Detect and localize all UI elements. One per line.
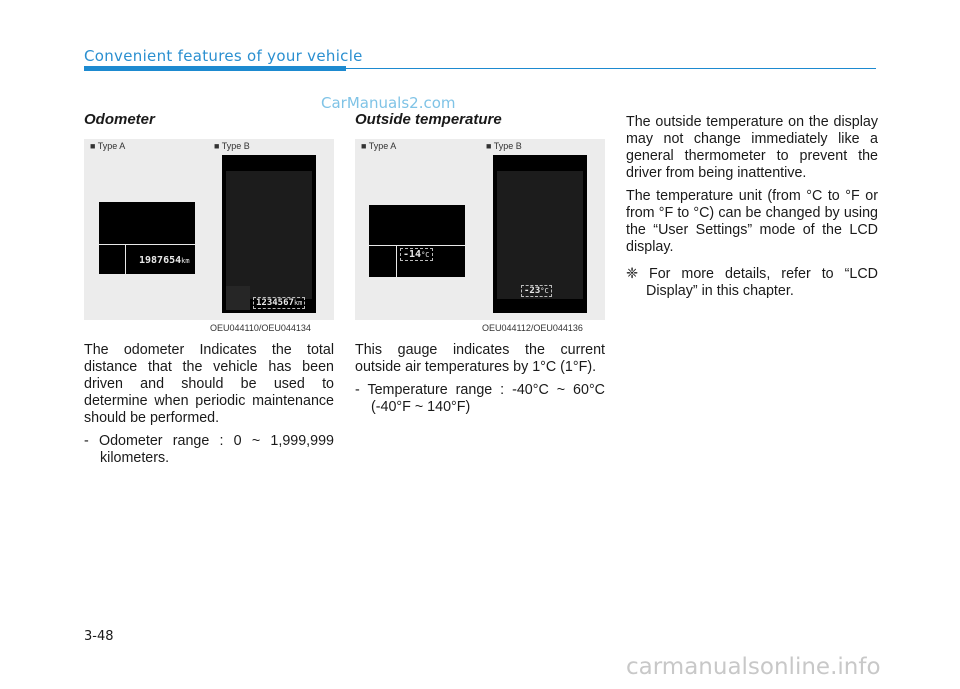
- outside-temperature-type-a-screen: -14°C: [369, 205, 465, 277]
- outside-temperature-title: Outside temperature: [355, 111, 502, 128]
- outside-temperature-type-a-unit: °C: [421, 251, 430, 259]
- odometer-figure-code: OEU044110/OEU044134: [210, 323, 311, 333]
- outside-temperature-type-b-readout: -23°C: [521, 285, 552, 297]
- outside-temperature-type-b-unit: °C: [540, 287, 549, 295]
- outside-temperature-type-b-screen: -23°C: [493, 155, 587, 313]
- section-header-title: Convenient features of your vehicle: [84, 47, 363, 65]
- outside-temperature-type-b-value: -23: [524, 286, 541, 296]
- outside-temperature-type-a-readout: -14°C: [400, 248, 433, 261]
- page-number: 3-48: [84, 629, 114, 644]
- odometer-type-a-screen: 1987654km: [99, 202, 195, 274]
- header-accent-bar: [84, 66, 346, 71]
- outside-temperature-figure: ■ Type A ■ Type B -14°C -23°C: [355, 139, 605, 320]
- outside-temperature-type-a-label: ■ Type A: [361, 141, 397, 151]
- right-column-text: The outside temperature on the display m…: [626, 114, 878, 306]
- odometer-figure: ■ Type A ■ Type B 1987654km 1234567km: [84, 139, 334, 320]
- odometer-type-b-readout: 1234567km: [253, 297, 306, 309]
- watermark-top: CarManuals2.com: [321, 94, 456, 112]
- outside-temperature-description: This gauge indicates the current outside…: [355, 342, 605, 375]
- odometer-type-b-label: ■ Type B: [214, 141, 250, 151]
- lcd-display-reference: ❈ For more details, refer to “LCD Displa…: [626, 266, 878, 299]
- outside-temperature-type-a-value: -14: [403, 249, 422, 260]
- odometer-type-a-label: ■ Type A: [90, 141, 126, 151]
- odometer-type-a-readout: 1987654km: [139, 255, 190, 266]
- odometer-type-b-screen: 1234567km: [222, 155, 316, 313]
- temperature-display-note: The outside temperature on the display m…: [626, 114, 878, 181]
- temperature-unit-note: The temperature unit (from °C to °F or f…: [626, 188, 878, 255]
- outside-temperature-body: This gauge indicates the current outside…: [355, 342, 605, 422]
- outside-temperature-type-b-label: ■ Type B: [486, 141, 522, 151]
- odometer-range: - Odometer range : 0 ~ 1,999,999 kilomet…: [84, 433, 334, 466]
- odometer-type-a-unit: km: [181, 257, 190, 265]
- odometer-type-b-value: 1234567: [256, 298, 294, 308]
- odometer-type-b-unit: km: [293, 299, 303, 307]
- watermark-bottom: carmanualsonline.info: [626, 654, 881, 680]
- odometer-type-a-value: 1987654: [139, 255, 182, 266]
- odometer-title: Odometer: [84, 111, 155, 128]
- outside-temperature-figure-code: OEU044112/OEU044136: [482, 323, 583, 333]
- odometer-body: The odometer Indicates the total distanc…: [84, 342, 334, 473]
- outside-temperature-range: - Temperature range : -40°C ~ 60°C (-40°…: [355, 382, 605, 415]
- header-rule: [346, 68, 876, 69]
- odometer-description: The odometer Indicates the total distanc…: [84, 342, 334, 426]
